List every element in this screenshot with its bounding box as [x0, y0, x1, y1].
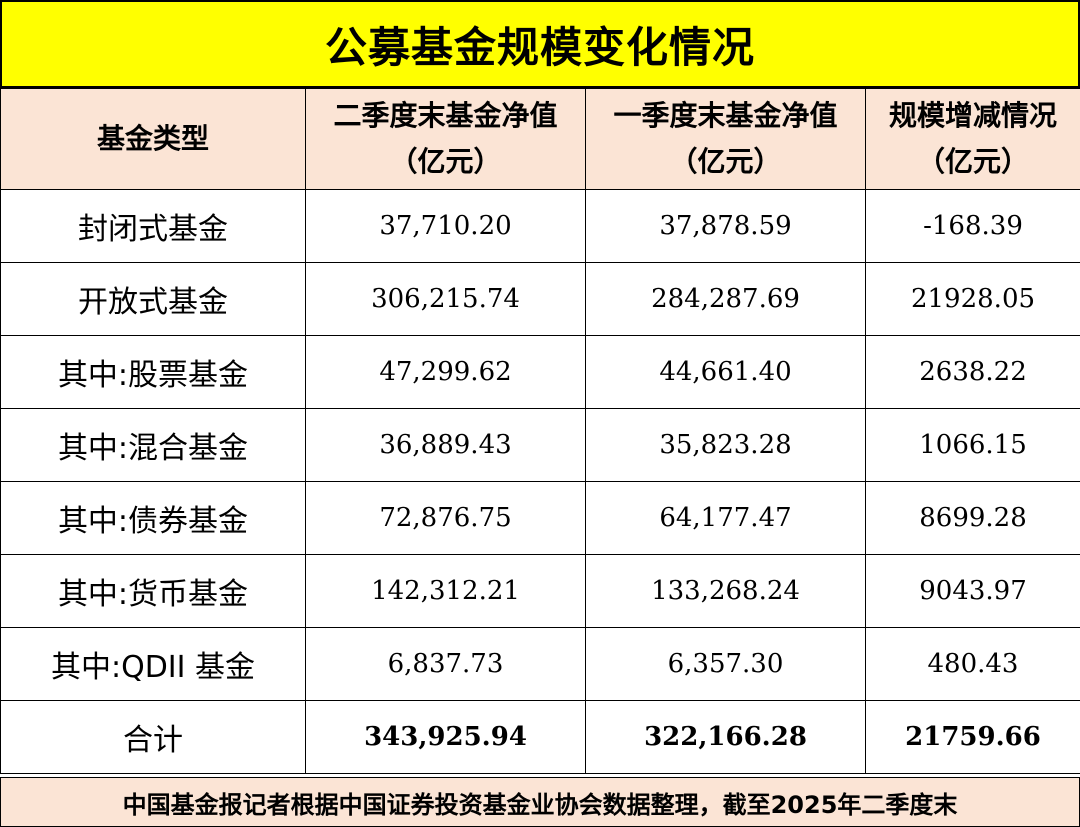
total-q2-nav: 343,925.94 [305, 700, 586, 774]
scale-change-cell: 8699.28 [865, 481, 1080, 555]
q2-nav-cell: 306,215.74 [305, 262, 586, 336]
q2-nav-cell: 37,710.20 [305, 189, 586, 263]
header-q2-nav: 二季度末基金净值 （亿元） [305, 88, 586, 190]
scale-change-cell: 480.43 [865, 627, 1080, 701]
fund-type-cell: 开放式基金 [0, 262, 306, 336]
fund-scale-table: 基金类型 二季度末基金净值 （亿元） 一季度末基金净值 （亿元） 规模增减情况 … [0, 88, 1080, 774]
fund-type-cell: 其中:债券基金 [0, 481, 306, 555]
scale-change-cell: 2638.22 [865, 335, 1080, 409]
q1-nav-cell: 35,823.28 [585, 408, 866, 482]
fund-type-cell: 封闭式基金 [0, 189, 306, 263]
header-q1-nav-unit: （亿元） [669, 145, 782, 178]
fund-type-cell: 其中:混合基金 [0, 408, 306, 482]
header-scale-change-unit: （亿元） [916, 145, 1029, 178]
total-row: 合计 343,925.94 322,166.28 21759.66 [0, 700, 1080, 774]
q1-nav-cell: 64,177.47 [585, 481, 866, 555]
header-scale-change: 规模增减情况 （亿元） [865, 88, 1080, 190]
fund-type-cell: 其中:股票基金 [0, 335, 306, 409]
table-header-row: 基金类型 二季度末基金净值 （亿元） 一季度末基金净值 （亿元） 规模增减情况 … [0, 88, 1080, 190]
scale-change-cell: 9043.97 [865, 554, 1080, 628]
q1-nav-cell: 133,268.24 [585, 554, 866, 628]
q2-nav-cell: 47,299.62 [305, 335, 586, 409]
table-row: 其中:债券基金 72,876.75 64,177.47 8699.28 [0, 481, 1080, 555]
fund-type-cell: 其中:QDII 基金 [0, 627, 306, 701]
source-note: 中国基金报记者根据中国证券投资基金业协会数据整理，截至2025年二季度末 [0, 777, 1080, 827]
page-title: 公募基金规模变化情况 [0, 0, 1080, 88]
table-row: 封闭式基金 37,710.20 37,878.59 -168.39 [0, 189, 1080, 263]
q2-nav-cell: 6,837.73 [305, 627, 586, 701]
q2-nav-cell: 36,889.43 [305, 408, 586, 482]
fund-type-cell: 其中:货币基金 [0, 554, 306, 628]
total-scale-change: 21759.66 [865, 700, 1080, 774]
header-q1-nav: 一季度末基金净值 （亿元） [585, 88, 866, 190]
header-q1-nav-label: 一季度末基金净值 [613, 99, 838, 132]
q1-nav-cell: 37,878.59 [585, 189, 866, 263]
q2-nav-cell: 72,876.75 [305, 481, 586, 555]
q1-nav-cell: 6,357.30 [585, 627, 866, 701]
table-row: 其中:货币基金 142,312.21 133,268.24 9043.97 [0, 554, 1080, 628]
scale-change-cell: 21928.05 [865, 262, 1080, 336]
scale-change-cell: -168.39 [865, 189, 1080, 263]
q1-nav-cell: 44,661.40 [585, 335, 866, 409]
header-scale-change-label: 规模增减情况 [888, 99, 1057, 132]
table-row: 其中:股票基金 47,299.62 44,661.40 2638.22 [0, 335, 1080, 409]
total-label: 合计 [0, 700, 306, 774]
header-q2-nav-unit: （亿元） [389, 145, 502, 178]
header-fund-type: 基金类型 [0, 88, 306, 190]
header-q2-nav-label: 二季度末基金净值 [333, 99, 558, 132]
q2-nav-cell: 142,312.21 [305, 554, 586, 628]
total-q1-nav: 322,166.28 [585, 700, 866, 774]
q1-nav-cell: 284,287.69 [585, 262, 866, 336]
scale-change-cell: 1066.15 [865, 408, 1080, 482]
table-row: 开放式基金 306,215.74 284,287.69 21928.05 [0, 262, 1080, 336]
table-row: 其中:QDII 基金 6,837.73 6,357.30 480.43 [0, 627, 1080, 701]
table-row: 其中:混合基金 36,889.43 35,823.28 1066.15 [0, 408, 1080, 482]
